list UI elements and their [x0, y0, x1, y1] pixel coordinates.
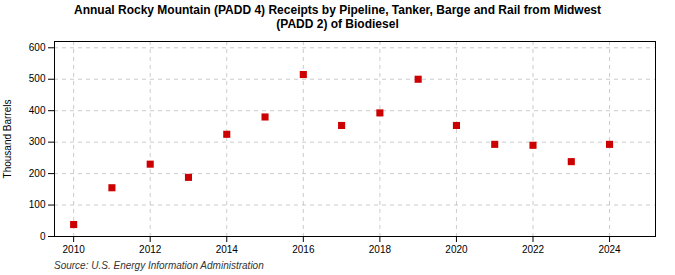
svg-text:100: 100 — [29, 199, 46, 210]
svg-text:2018: 2018 — [369, 244, 392, 255]
svg-text:500: 500 — [29, 73, 46, 84]
svg-text:600: 600 — [29, 42, 46, 53]
svg-text:2012: 2012 — [139, 244, 162, 255]
svg-text:2022: 2022 — [522, 244, 545, 255]
html-text:Source: U.S. Energy Informatio: Source: U.S. Energy Information Administ… — [54, 260, 264, 271]
svg-text:300: 300 — [29, 136, 46, 147]
html-text:Annual Rocky Mountain (PADD 4): Annual Rocky Mountain (PADD 4) Receipts … — [74, 3, 601, 31]
svg-text:0: 0 — [40, 231, 46, 242]
svg-text:2016: 2016 — [292, 244, 315, 255]
svg-text:400: 400 — [29, 105, 46, 116]
svg-text:2024: 2024 — [598, 244, 621, 255]
svg-text:2020: 2020 — [445, 244, 468, 255]
svg-text:2014: 2014 — [216, 244, 239, 255]
svg-text:200: 200 — [29, 168, 46, 179]
svg-text:2010: 2010 — [63, 244, 86, 255]
svg-text:Thousand Barrels: Thousand Barrels — [2, 100, 13, 179]
